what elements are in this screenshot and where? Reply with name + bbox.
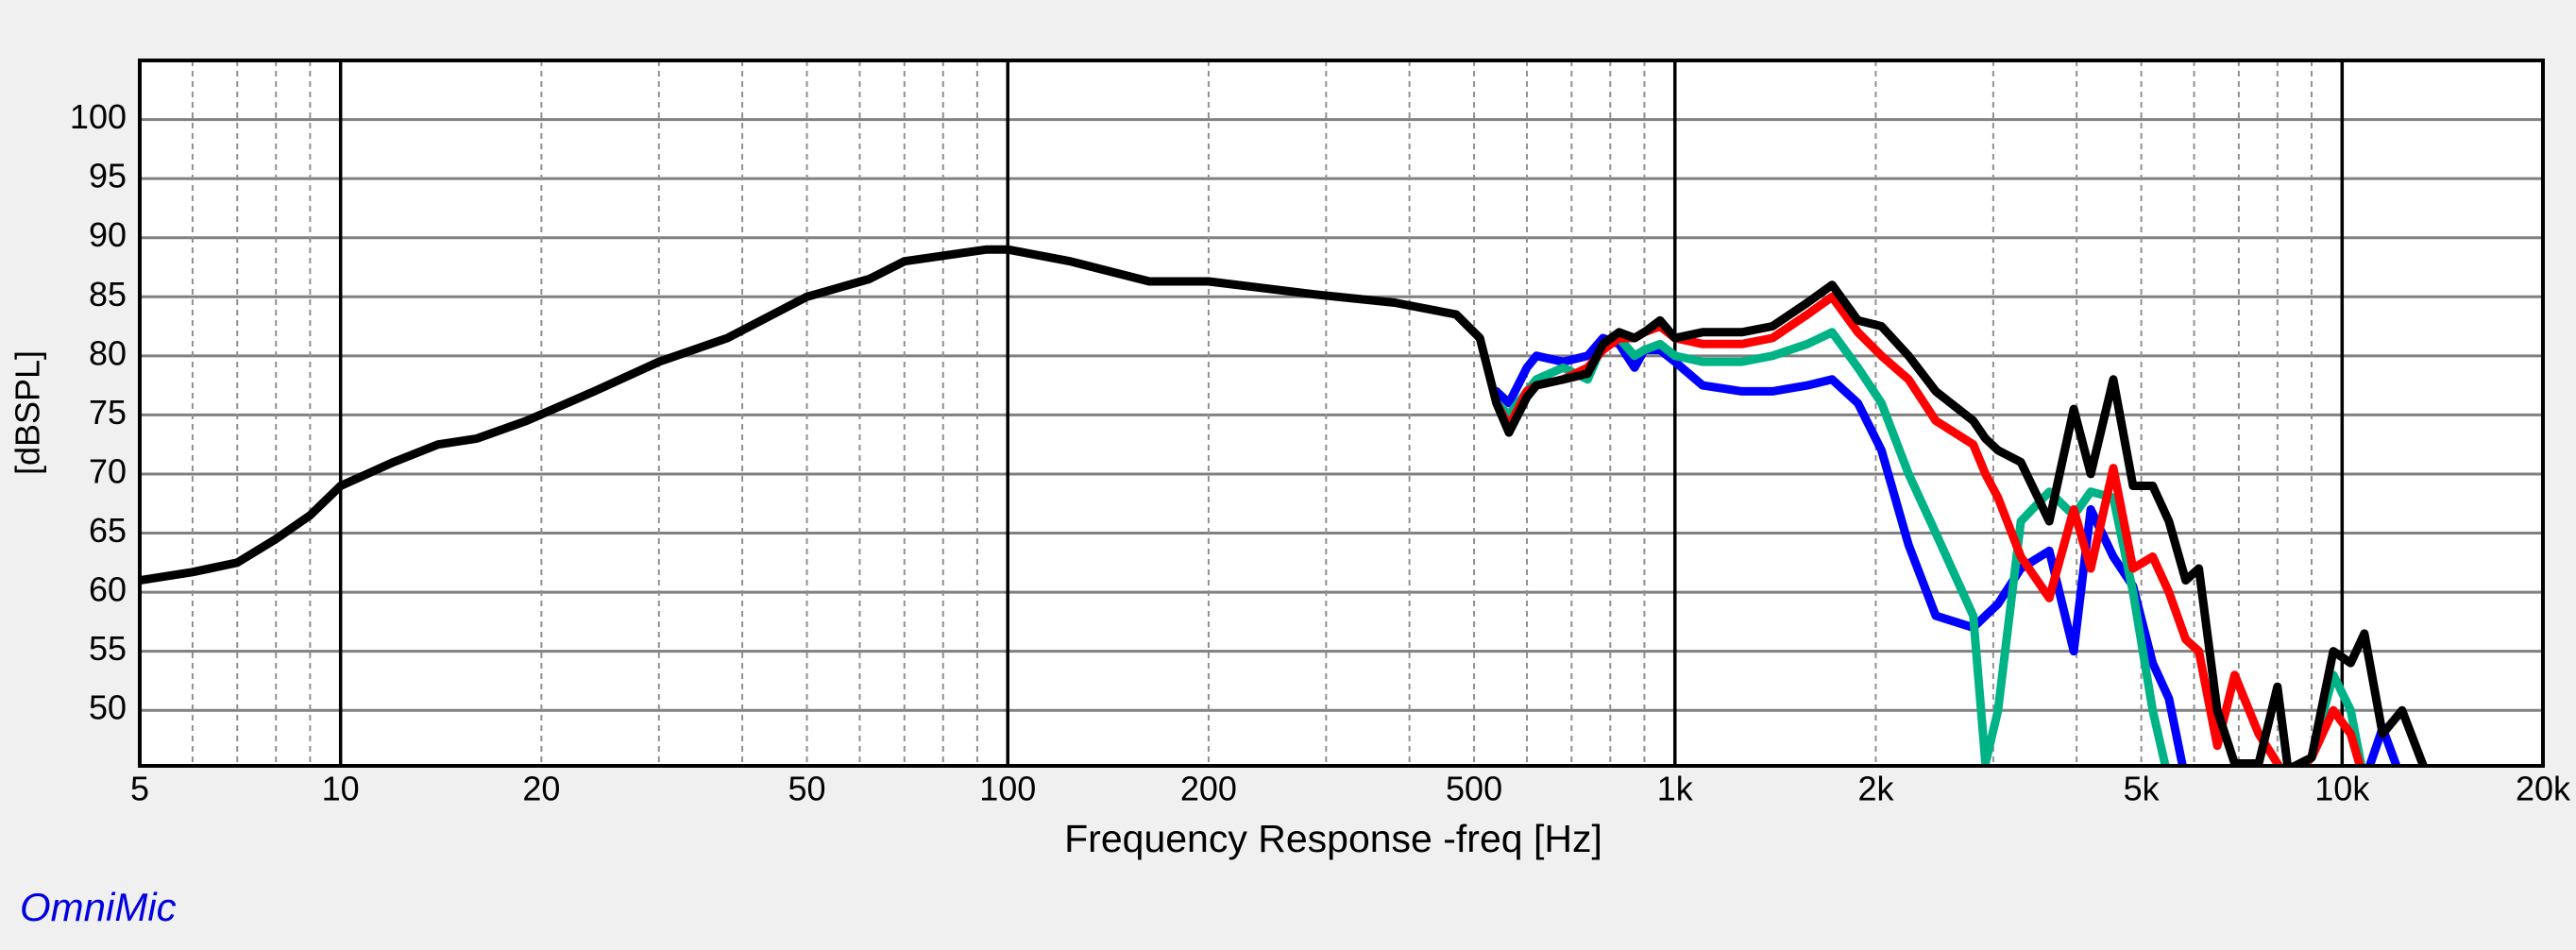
y-tick-label: 75 — [89, 393, 127, 432]
x-tick-label: 50 — [788, 770, 826, 808]
x-tick-label: 2k — [1857, 770, 1894, 808]
y-tick-label: 65 — [89, 511, 127, 550]
grid — [140, 60, 2543, 766]
y-tick-label: 50 — [89, 688, 127, 727]
x-tick-label: 5k — [2124, 770, 2161, 808]
y-tick-label: 85 — [89, 275, 127, 314]
y-tick-label: 100 — [70, 97, 127, 136]
y-axis-label: [dBSPL] — [8, 350, 47, 475]
y-tick-label: 55 — [89, 629, 127, 668]
x-tick-label: 1k — [1657, 770, 1694, 808]
x-tick-label: 20 — [522, 770, 560, 808]
x-tick-label: 500 — [1446, 770, 1502, 808]
x-tick-label: 5 — [130, 770, 149, 808]
lines — [140, 245, 2429, 766]
y-tick-label: 90 — [89, 215, 127, 254]
x-tick-label: 10 — [322, 770, 360, 808]
x-axis-label: Frequency Response -freq [Hz] — [1064, 817, 1602, 860]
y-tick-label: 60 — [89, 570, 127, 609]
y-tick-label: 95 — [89, 157, 127, 195]
x-tick-label: 20k — [2516, 770, 2571, 808]
x-tick-label: 200 — [1180, 770, 1237, 808]
watermark: OmniMic — [20, 885, 177, 929]
tick-labels: 50 55 60 65 70 75 80 85 90 95 100 5 10 20 50 100 200 500 1… — [70, 97, 2571, 807]
y-tick-label: 80 — [89, 333, 127, 372]
plot-border — [138, 59, 2545, 768]
plot-area — [140, 60, 2543, 766]
y-tick-label: 70 — [89, 451, 127, 490]
series-line — [140, 245, 2429, 766]
x-tick-label: 10k — [2314, 770, 2370, 808]
x-tick-label: 100 — [979, 770, 1036, 808]
